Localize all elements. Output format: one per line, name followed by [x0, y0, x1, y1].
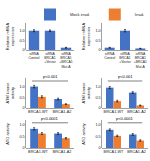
svg-text:BRCA1-WT: BRCA1-WT — [104, 110, 125, 114]
svg-text:1.0: 1.0 — [19, 85, 24, 89]
svg-text:BRCA1-A2: BRCA1-A2 — [127, 110, 146, 114]
svg-text:siRNABRCA1+BRCA1Mut-A: siRNABRCA1+BRCA1Mut-A — [134, 52, 147, 69]
svg-text:0.5: 0.5 — [95, 39, 100, 43]
svg-text:siRNABRCA1+Vector: siRNABRCA1+Vector — [119, 52, 131, 65]
svg-text:siRNAControl: siRNAControl — [29, 52, 40, 60]
svg-text:Irrad.: Irrad. — [135, 12, 144, 17]
svg-text:p<0.0001: p<0.0001 — [41, 116, 59, 121]
svg-text:0.5: 0.5 — [19, 96, 24, 100]
svg-text:siRNAControl: siRNAControl — [104, 52, 115, 60]
svg-text:0: 0 — [99, 106, 101, 110]
svg-text:0.5: 0.5 — [95, 135, 100, 139]
svg-text:1.0: 1.0 — [95, 123, 100, 127]
svg-text:p<0.001: p<0.001 — [118, 74, 133, 79]
svg-text:siRNABRCA1+BRCA1Mut-A: siRNABRCA1+BRCA1Mut-A — [59, 52, 72, 69]
svg-text:0: 0 — [23, 48, 25, 52]
svg-text:BRCA1-A2: BRCA1-A2 — [127, 150, 146, 154]
svg-text:0: 0 — [99, 48, 101, 52]
svg-text:BRCA1-A2: BRCA1-A2 — [53, 150, 72, 154]
svg-text:0: 0 — [23, 106, 25, 110]
svg-text:Relative mRNAexpression: Relative mRNAexpression — [5, 23, 15, 51]
svg-text:1.0: 1.0 — [19, 29, 24, 33]
svg-text:p<0.001: p<0.001 — [43, 74, 58, 79]
svg-text:p<0.0001: p<0.0001 — [116, 116, 134, 121]
svg-text:BRCA1-WT: BRCA1-WT — [28, 150, 49, 154]
svg-text:0.5: 0.5 — [19, 135, 24, 139]
svg-text:1.0: 1.0 — [95, 85, 100, 89]
svg-text:ATM kinaseactivity: ATM kinaseactivity — [81, 82, 91, 104]
svg-text:1.0: 1.0 — [19, 123, 24, 127]
svg-text:siRNABRCA1+Vector: siRNABRCA1+Vector — [44, 52, 56, 65]
svg-text:Relative mRNAexpression: Relative mRNAexpression — [81, 23, 91, 51]
svg-text:0.5: 0.5 — [19, 39, 24, 43]
svg-text:0.5: 0.5 — [95, 96, 100, 100]
svg-text:BRCA1-A2: BRCA1-A2 — [53, 110, 72, 114]
svg-text:BRCA1-WT: BRCA1-WT — [28, 110, 49, 114]
svg-text:ATG activity: ATG activity — [81, 123, 86, 144]
svg-text:ATM kinaseactivity: ATM kinaseactivity — [5, 82, 15, 104]
svg-text:BRCA1-WT: BRCA1-WT — [104, 150, 125, 154]
svg-text:1.0: 1.0 — [95, 29, 100, 33]
svg-text:0: 0 — [23, 146, 25, 150]
svg-text:0: 0 — [99, 146, 101, 150]
svg-text:ATG activity: ATG activity — [5, 123, 10, 144]
svg-text:Mock irrad.: Mock irrad. — [70, 12, 90, 17]
